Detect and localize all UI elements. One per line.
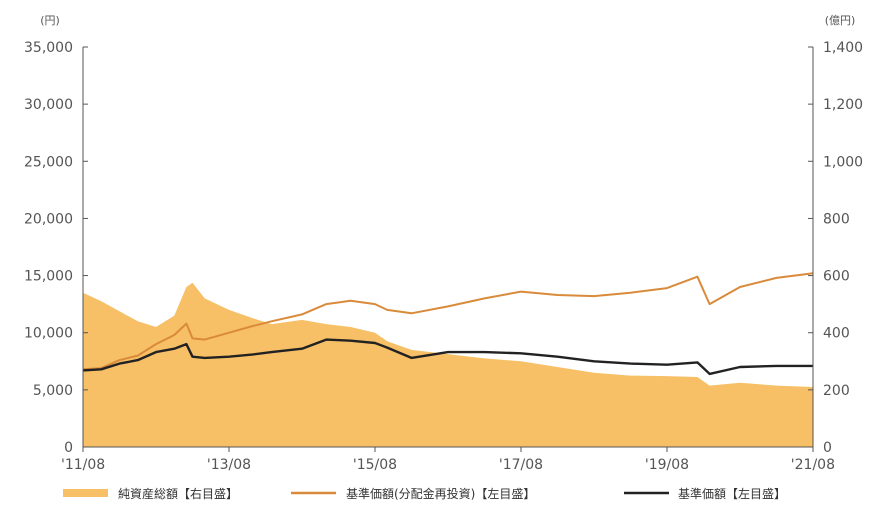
left-tick-label: 30,000: [24, 97, 73, 113]
right-axis-unit: (億円): [825, 14, 856, 27]
x-tick-label: '15/08: [353, 457, 397, 473]
left-tick-label: 15,000: [24, 269, 73, 285]
legend-label: 基準価額(分配金再投資)【左目盛】: [346, 486, 535, 501]
x-tick-label: '11/08: [61, 457, 105, 473]
right-tick-label: 200: [823, 383, 850, 399]
left-tick-label: 5,000: [33, 383, 73, 399]
x-tick-label: '17/08: [499, 457, 543, 473]
right-tick-label: 800: [823, 211, 850, 227]
series-line-2: [82, 338, 813, 376]
x-tick-label: '13/08: [207, 457, 251, 473]
legend-label: 純資産総額【右目盛】: [118, 486, 238, 501]
left-axis-unit: (円): [40, 14, 60, 27]
series-line-1: [82, 272, 814, 371]
right-tick-label: 400: [823, 326, 850, 342]
legend-label: 基準価額【左目盛】: [678, 486, 786, 501]
x-tick-label: '19/08: [645, 457, 689, 473]
right-tick-label: 600: [823, 269, 850, 285]
right-tick-label: 1,200: [823, 97, 863, 113]
x-tick-label: '21/08: [791, 457, 835, 473]
left-tick-label: 25,000: [24, 154, 73, 170]
left-tick-label: 0: [64, 440, 73, 456]
line-layer: [82, 272, 814, 376]
right-tick-label: 1,400: [823, 40, 863, 56]
legend: 純資産総額【右目盛】 基準価額(分配金再投資)【左目盛】 基準価額【左目盛】: [63, 486, 786, 501]
left-tick-label: 20,000: [24, 211, 73, 227]
left-tick-label: 35,000: [24, 40, 73, 56]
axes-layer: 0 5,000 10,000 15,000 20,000 25,000 30,000 35,0…: [24, 14, 863, 473]
legend-swatch: [63, 489, 108, 497]
left-tick-label: 10,000: [24, 326, 73, 342]
right-tick-label: 0: [823, 440, 832, 456]
right-tick-label: 1,000: [823, 154, 863, 170]
